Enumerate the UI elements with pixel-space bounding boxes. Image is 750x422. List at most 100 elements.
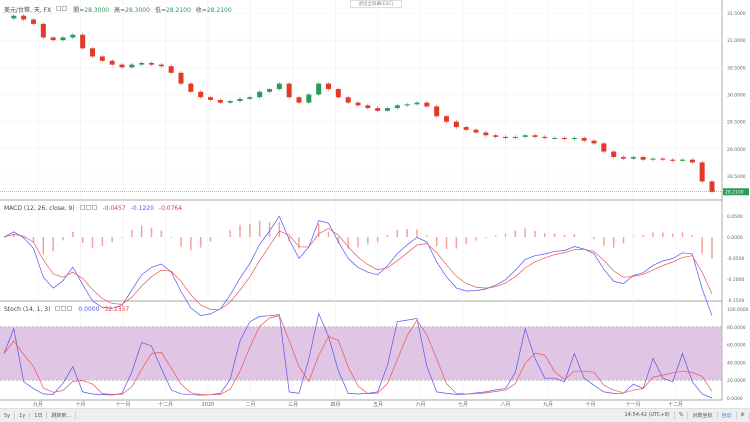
month-label: 九月 [33,401,43,408]
candle [542,136,548,138]
candle [21,15,27,20]
candle [60,37,66,41]
open-label: 開 [73,7,80,14]
month-label: 2020 [202,402,215,408]
month-label: 十月 [75,401,85,408]
candle [394,105,400,109]
candle [276,83,282,90]
stoch-band [0,326,722,381]
candle [90,48,95,57]
settings-icon[interactable] [85,205,91,210]
candle [424,102,430,107]
price-axis-label: 29.5000 [727,120,746,126]
candle [453,121,459,128]
candle [31,19,36,24]
candle [689,159,695,163]
candle [355,102,361,106]
month-label: 十一月 [625,401,640,408]
exit-fullscreen-button[interactable]: 退出全屏幕(ESC) [350,0,402,8]
candle [178,72,184,84]
month-label: 三月 [288,402,298,408]
macd-hist-value: -0.0457 [102,205,126,212]
settings-icon[interactable]: ⚙ [737,412,750,419]
candle [532,135,538,137]
candle [552,137,558,139]
candle [709,181,715,192]
month-label: 五月 [373,402,383,408]
range-5y-button[interactable]: 5y [0,412,16,419]
candle [503,136,508,138]
month-label: 二月 [245,402,255,408]
candle [149,62,154,65]
low-value: 28.2100 [165,7,191,14]
candle [512,136,518,138]
candle [119,64,125,68]
month-label: 十一月 [115,401,130,408]
close-icon[interactable] [62,6,68,11]
range-1y-button[interactable]: 1y [15,412,31,419]
price-axis-label: 29.0000 [727,147,746,153]
percent-toggle[interactable]: % [675,412,689,419]
candle [168,66,174,73]
settings-icon[interactable] [56,6,62,11]
candle [522,135,528,137]
log-scale-toggle[interactable]: 对数坐标 [688,412,718,419]
range-1d-button[interactable]: 1日 [30,412,48,419]
candle [286,83,292,98]
month-label: 四月 [330,402,340,408]
candle [335,89,341,98]
close-icon[interactable] [91,205,97,210]
stoch-k-line [3,312,713,399]
settings-icon[interactable] [61,306,67,311]
candle [562,137,567,140]
candle [385,108,390,111]
candle [650,158,656,160]
price-axis-label: 28.5000 [727,174,746,180]
close-value: 28.2100 [206,7,232,14]
month-label: 十二月 [668,401,683,408]
goto-date-button[interactable]: 跳转到... [47,412,77,419]
close-icon[interactable] [67,306,73,311]
macd-line [3,215,713,316]
candle [316,83,322,95]
candle [621,156,626,159]
stoch-d-value: 32.2357 [104,306,130,313]
month-label: 八月 [500,402,510,408]
price-axis-label: 31.0000 [727,38,746,44]
auto-scale-toggle[interactable]: 自动 [718,412,737,419]
price-axis-label: 30.0000 [727,93,746,99]
month-label: 六月 [415,401,425,408]
last-price-label: 28.2100 [725,190,744,196]
candle [158,64,164,67]
clock: 14:54:42 (UTC+8) [620,412,675,419]
candle [463,127,469,130]
candle [404,104,410,106]
candle [630,156,636,159]
month-label: 十月 [585,401,595,408]
price-axis-label: 31.5000 [727,11,746,17]
candle [375,108,381,111]
candle [129,64,135,68]
candle [581,137,587,141]
candle [699,162,705,182]
macd-axis-label: -0.1000 [727,277,745,283]
macd-axis-label: 0.0000 [727,235,743,241]
candle [188,83,194,92]
macd-axis-label: -0.0500 [727,256,745,262]
stoch-label: Stoch (14, 1, 3) [4,306,51,313]
month-label: 九月 [543,401,553,408]
macd-axis-label: -0.1500 [727,298,745,304]
candle [11,15,17,19]
candle [80,34,86,49]
candle [109,60,115,65]
candle [208,97,213,100]
candle [237,98,243,102]
eye-icon[interactable] [79,205,85,210]
stoch-axis-label: 80.0000 [727,325,746,331]
month-label: 七月 [458,401,468,408]
low-label: 低 [154,7,161,14]
candle [70,34,76,38]
candle [257,91,263,98]
eye-icon[interactable] [55,306,61,311]
chart-canvas[interactable]: 九月 十月 十一月 十二月 2020 二月 三月 四月 五月 六月 七月 八月 九月 十月 十一月 十二月 31… [0,0,750,408]
